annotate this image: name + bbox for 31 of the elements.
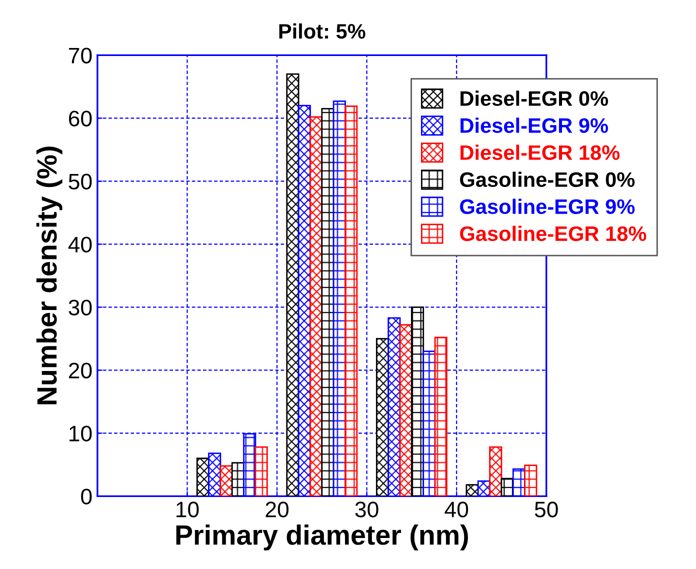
legend-label: Diesel-EGR 0% bbox=[460, 90, 608, 106]
y-axis-title: Number density (%) bbox=[36, 146, 62, 404]
x-tick-label: 20 bbox=[266, 502, 288, 518]
bar bbox=[254, 446, 268, 496]
bar bbox=[524, 464, 538, 496]
bar bbox=[434, 336, 448, 496]
bar bbox=[220, 465, 233, 496]
legend-label: Gasoline-EGR 9% bbox=[460, 198, 635, 214]
bar bbox=[286, 73, 300, 496]
y-tick-label: 0 bbox=[81, 488, 92, 504]
bar bbox=[410, 306, 424, 496]
y-tick-label: 40 bbox=[68, 236, 92, 252]
legend-label: Diesel-EGR 18% bbox=[460, 144, 620, 160]
legend-label: Gasoline-EGR 0% bbox=[460, 172, 635, 188]
y-tick-label: 70 bbox=[69, 48, 92, 64]
x-tick-label: 10 bbox=[176, 502, 199, 518]
x-tick-label: 30 bbox=[355, 502, 378, 518]
y-tick-label: 60 bbox=[68, 110, 92, 126]
legend-label: Gasoline-EGR 18% bbox=[460, 226, 646, 242]
x-axis-title: Primary diameter (nm) bbox=[176, 524, 468, 550]
y-tick-label: 30 bbox=[68, 300, 92, 316]
bar bbox=[489, 446, 502, 496]
x-tick-label: 50 bbox=[534, 502, 558, 518]
bar bbox=[321, 108, 334, 496]
y-tick-label: 10 bbox=[70, 426, 92, 442]
y-tick-label: 20 bbox=[68, 362, 92, 378]
y-tick-label: 50 bbox=[68, 174, 92, 190]
x-tick-label: 40 bbox=[444, 502, 468, 518]
bar bbox=[344, 106, 358, 496]
chart-title: Pilot: 5% bbox=[279, 23, 366, 39]
legend-label: Diesel-EGR 9% bbox=[460, 118, 608, 133]
